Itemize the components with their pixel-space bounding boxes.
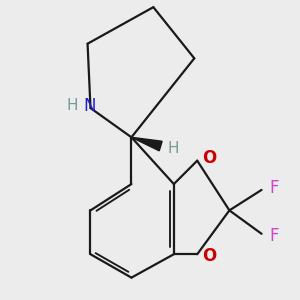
Text: H: H bbox=[67, 98, 79, 113]
Text: F: F bbox=[269, 179, 278, 197]
Text: H: H bbox=[167, 141, 178, 156]
Polygon shape bbox=[131, 137, 162, 151]
Text: F: F bbox=[269, 227, 278, 245]
Text: O: O bbox=[202, 248, 217, 266]
Text: O: O bbox=[202, 149, 217, 167]
Text: N: N bbox=[83, 97, 96, 115]
